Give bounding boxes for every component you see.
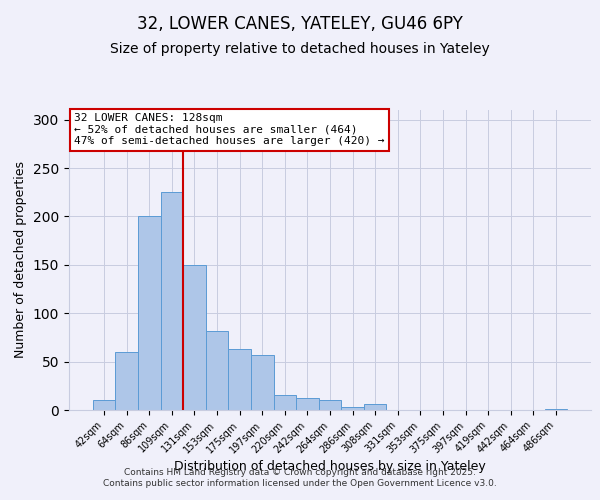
Bar xyxy=(364,404,386,410)
Bar xyxy=(115,352,138,410)
Bar xyxy=(206,330,229,410)
Bar xyxy=(138,216,161,410)
Bar xyxy=(161,192,183,410)
Bar xyxy=(183,265,206,410)
X-axis label: Distribution of detached houses by size in Yateley: Distribution of detached houses by size … xyxy=(174,460,486,473)
Bar xyxy=(341,407,364,410)
Bar xyxy=(296,398,319,410)
Text: Contains HM Land Registry data © Crown copyright and database right 2025.
Contai: Contains HM Land Registry data © Crown c… xyxy=(103,468,497,487)
Text: Size of property relative to detached houses in Yateley: Size of property relative to detached ho… xyxy=(110,42,490,56)
Bar xyxy=(319,400,341,410)
Text: 32 LOWER CANES: 128sqm
← 52% of detached houses are smaller (464)
47% of semi-de: 32 LOWER CANES: 128sqm ← 52% of detached… xyxy=(74,113,385,146)
Bar xyxy=(93,400,115,410)
Bar xyxy=(251,355,274,410)
Text: 32, LOWER CANES, YATELEY, GU46 6PY: 32, LOWER CANES, YATELEY, GU46 6PY xyxy=(137,15,463,33)
Bar xyxy=(545,409,567,410)
Bar xyxy=(229,349,251,410)
Bar xyxy=(274,396,296,410)
Y-axis label: Number of detached properties: Number of detached properties xyxy=(14,162,28,358)
